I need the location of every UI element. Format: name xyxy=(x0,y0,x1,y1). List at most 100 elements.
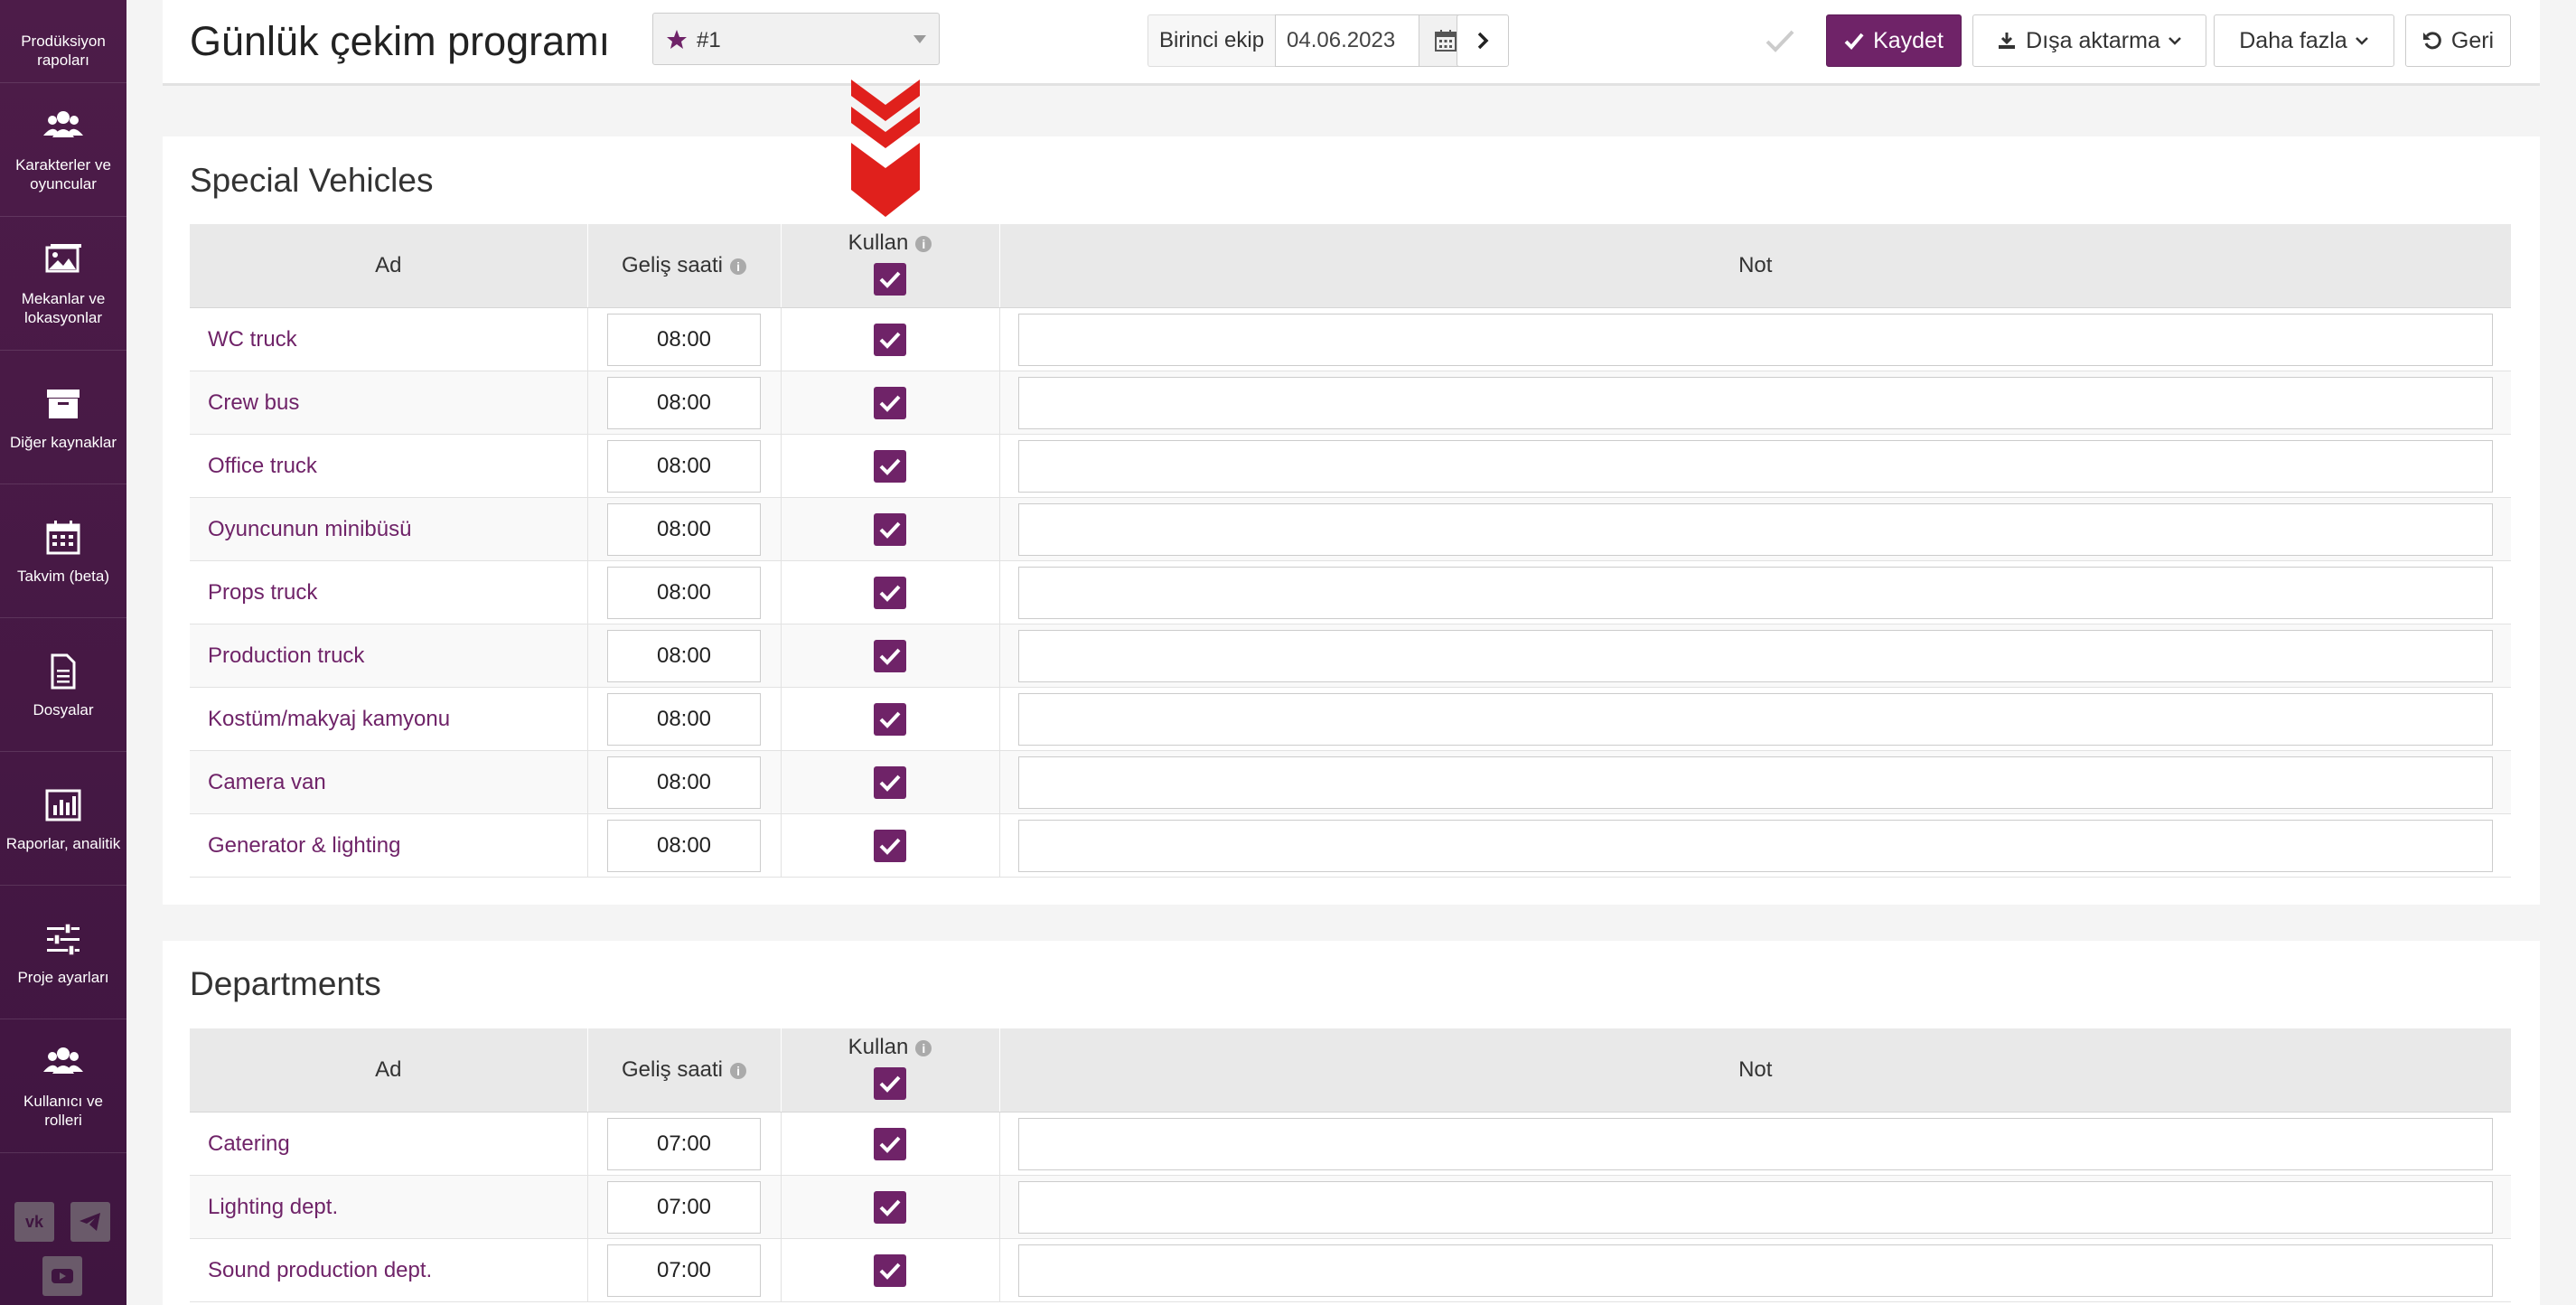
use-checkbox[interactable] xyxy=(874,1190,906,1224)
note-input[interactable] xyxy=(1017,376,2493,429)
sidebar-item-characters[interactable]: Karakterler ve oyuncular xyxy=(0,84,126,217)
sidebar-item-other-resources[interactable]: Diğer kaynaklar xyxy=(0,352,126,484)
schedule-select[interactable]: #1 xyxy=(652,13,940,65)
arrival-time-input[interactable]: 08:00 xyxy=(607,566,761,619)
select-all-checkbox[interactable] xyxy=(874,263,906,296)
table-row: Generator & lighting 08:00 xyxy=(190,813,2511,878)
row-name-link[interactable]: Production truck xyxy=(190,624,588,688)
row-name-link[interactable]: Generator & lighting xyxy=(190,813,588,878)
undo-icon xyxy=(2422,32,2441,50)
back-button[interactable]: Geri xyxy=(2405,14,2511,67)
arrival-time-input[interactable]: 07:00 xyxy=(607,1244,761,1297)
arrival-time-input[interactable]: 08:00 xyxy=(607,629,761,682)
sidebar-item-files[interactable]: Dosyalar xyxy=(0,619,126,752)
use-checkbox[interactable] xyxy=(874,386,906,419)
note-input[interactable] xyxy=(1017,756,2493,809)
row-name-link[interactable]: Crew bus xyxy=(190,371,588,435)
use-checkbox[interactable] xyxy=(874,576,906,609)
arrival-cell: 08:00 xyxy=(587,813,782,878)
departments-section: Departments Ad Geliş saati i Kullan i Not … xyxy=(163,941,2540,1305)
youtube-icon[interactable] xyxy=(42,1256,82,1296)
note-input[interactable] xyxy=(1017,819,2493,872)
date-input[interactable]: 04.06.2023 xyxy=(1275,14,1420,67)
check-icon xyxy=(879,521,901,539)
table-row: Kostüm/makyaj kamyonu 08:00 xyxy=(190,687,2511,751)
telegram-icon[interactable] xyxy=(70,1202,110,1242)
calendar-icon xyxy=(46,520,80,554)
use-checkbox[interactable] xyxy=(874,1253,906,1287)
note-input[interactable] xyxy=(1017,502,2493,556)
sidebar-item-project-settings[interactable]: Proje ayarları xyxy=(0,887,126,1019)
arrival-time-input[interactable]: 08:00 xyxy=(607,313,761,366)
note-input[interactable] xyxy=(1017,566,2493,619)
save-button[interactable]: Kaydet xyxy=(1826,14,1962,67)
arrival-time-input[interactable]: 08:00 xyxy=(607,819,761,872)
check-icon xyxy=(879,271,901,288)
note-input[interactable] xyxy=(1017,313,2493,366)
sidebar-item-calendar[interactable]: Takvim (beta) xyxy=(0,485,126,618)
use-cell xyxy=(781,1112,1000,1176)
chevron-down-icon xyxy=(2355,37,2368,45)
next-day-button[interactable] xyxy=(1457,14,1509,67)
arrival-time-input[interactable]: 07:00 xyxy=(607,1117,761,1170)
info-icon[interactable]: i xyxy=(730,258,747,275)
info-icon[interactable]: i xyxy=(915,235,932,252)
row-name-link[interactable]: Props truck xyxy=(190,560,588,624)
row-name-link[interactable]: Catering xyxy=(190,1112,588,1176)
use-checkbox[interactable] xyxy=(874,323,906,356)
use-checkbox[interactable] xyxy=(874,765,906,799)
note-input[interactable] xyxy=(1017,692,2493,746)
use-checkbox[interactable] xyxy=(874,1127,906,1160)
users-icon xyxy=(43,111,83,137)
arrival-time-input[interactable]: 07:00 xyxy=(607,1180,761,1234)
row-name-link[interactable]: Kostüm/makyaj kamyonu xyxy=(190,687,588,751)
departments-table: Ad Geliş saati i Kullan i Not Catering 07:0… xyxy=(190,1028,2511,1302)
row-name-link[interactable]: Office truck xyxy=(190,434,588,498)
note-input[interactable] xyxy=(1017,1117,2493,1170)
table-row: Office truck 08:00 xyxy=(190,434,2511,498)
column-header-name: Ad xyxy=(190,224,588,308)
row-name-link[interactable]: Camera van xyxy=(190,750,588,814)
use-checkbox[interactable] xyxy=(874,512,906,546)
check-icon xyxy=(879,1199,901,1216)
row-name-link[interactable]: Lighting dept. xyxy=(190,1175,588,1239)
row-name-link[interactable]: WC truck xyxy=(190,307,588,371)
more-button[interactable]: Daha fazla xyxy=(2214,14,2394,67)
sliders-icon xyxy=(47,922,80,956)
select-all-checkbox[interactable] xyxy=(874,1067,906,1100)
use-cell xyxy=(781,560,1000,624)
use-checkbox[interactable] xyxy=(874,829,906,862)
export-button[interactable]: Dışa aktarma xyxy=(1972,14,2206,67)
note-input[interactable] xyxy=(1017,1244,2493,1297)
chevron-right-icon xyxy=(1477,32,1489,50)
use-checkbox[interactable] xyxy=(874,702,906,736)
use-cell xyxy=(781,687,1000,751)
use-checkbox[interactable] xyxy=(874,639,906,672)
arrival-time-input[interactable]: 08:00 xyxy=(607,692,761,746)
arrival-time-input[interactable]: 08:00 xyxy=(607,502,761,556)
crew-date-group: Birinci ekip 04.06.2023 xyxy=(1147,14,1473,67)
sidebar-item-locations[interactable]: Mekanlar ve lokasyonlar xyxy=(0,218,126,351)
table-row: Oyuncunun minibüsü 08:00 xyxy=(190,497,2511,561)
table-row: Camera van 08:00 xyxy=(190,750,2511,814)
info-icon[interactable]: i xyxy=(915,1039,932,1056)
info-icon[interactable]: i xyxy=(730,1062,747,1079)
row-name-link[interactable]: Oyuncunun minibüsü xyxy=(190,497,588,561)
red-chevron-arrow-icon xyxy=(851,80,920,217)
use-checkbox[interactable] xyxy=(874,449,906,483)
sidebar-item-label: Proje ayarları xyxy=(17,968,109,986)
vk-icon[interactable]: vk xyxy=(14,1202,54,1242)
arrival-time-input[interactable]: 08:00 xyxy=(607,376,761,429)
note-input[interactable] xyxy=(1017,629,2493,682)
note-input[interactable] xyxy=(1017,439,2493,493)
table-row: Lighting dept. 07:00 xyxy=(190,1175,2511,1239)
sidebar-item-label: Prodüksiyon rapoları xyxy=(21,33,106,69)
sidebar-item-users-roles[interactable]: Kullanıcı ve rolleri xyxy=(0,1020,126,1153)
sidebar-item-production-reports[interactable]: Prodüksiyon rapoları xyxy=(0,0,126,83)
note-input[interactable] xyxy=(1017,1180,2493,1234)
row-name-link[interactable]: Sound production dept. xyxy=(190,1238,588,1302)
sidebar-item-reports[interactable]: Raporlar, analitik xyxy=(0,753,126,886)
download-icon xyxy=(1999,33,2016,49)
arrival-time-input[interactable]: 08:00 xyxy=(607,439,761,493)
arrival-time-input[interactable]: 08:00 xyxy=(607,756,761,809)
